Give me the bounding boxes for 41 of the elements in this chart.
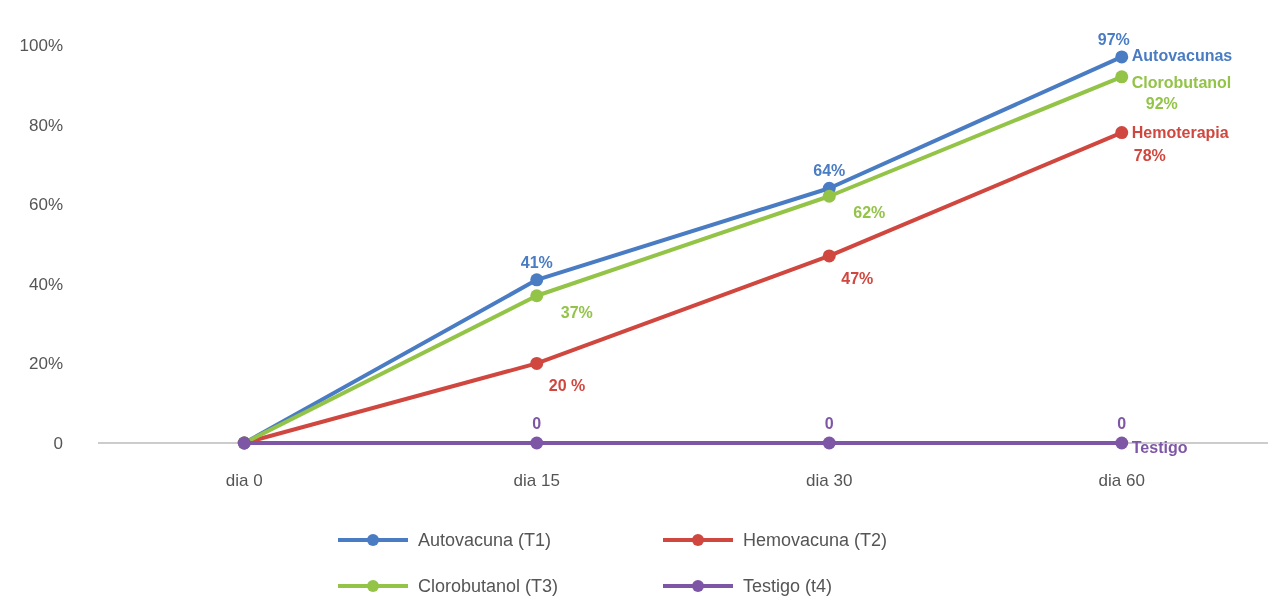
y-tick-label: 0 [53,433,63,453]
legend-label: Autovacuna (T1) [418,530,552,551]
annotation: Autovacunas [1131,46,1233,64]
data-label: 78% [1133,146,1166,164]
data-label: 62% [853,204,886,222]
point [530,436,544,450]
data-label: 92% [1145,94,1178,112]
annotation: Hemoterapia [1131,124,1229,142]
y-tick-label: 100% [19,35,63,55]
legend-label: Testigo (t4) [743,576,833,597]
y-tick-label: 60% [28,195,63,215]
point [1115,50,1129,64]
data-label: 0 [824,415,834,432]
y-tick-label: 80% [28,115,63,135]
annotation: Testigo [1131,438,1188,456]
data-label: 37% [560,303,593,321]
point [530,289,544,303]
data-label: 41% [520,253,553,271]
data-label: 0 [1117,415,1127,432]
x-tick-label: dia 30 [806,471,853,490]
data-label: 47% [841,269,874,287]
data-label: 20 % [548,377,586,395]
x-tick-label: dia 15 [513,471,560,490]
point [1115,436,1129,450]
y-tick-label: 40% [28,274,63,294]
data-label: 0 [532,415,542,432]
point [1115,126,1129,140]
data-label: 64% [813,162,846,180]
point [530,273,544,287]
point [822,189,836,203]
x-tick-label: dia 60 [1098,471,1145,490]
point [822,436,836,450]
x-tick-label: dia 0 [225,471,263,490]
y-tick-label: 20% [28,354,63,374]
point [530,356,544,370]
annotation: Clorobutanol [1131,74,1232,92]
point [822,249,836,263]
legend-label: Hemovacuna (T2) [743,530,888,551]
point [1115,70,1129,84]
legend-label: Clorobutanol (T3) [418,576,559,597]
data-label: 97% [1097,30,1130,48]
